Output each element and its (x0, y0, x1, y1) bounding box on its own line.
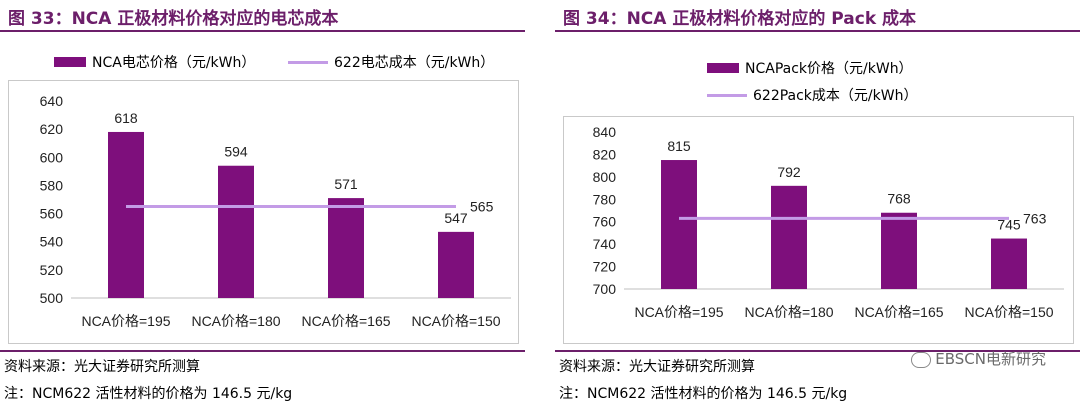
y-tick-label: 500 (40, 290, 64, 306)
watermark: EBSCN电新研究 (911, 348, 1046, 369)
line-value-label: 565 (470, 199, 494, 215)
chart-svg: 500 520 540 560 580 600 620 640 618 NCA价格=195 594 N… (40, 93, 511, 329)
bar-value-label: 618 (114, 110, 138, 126)
legend-item-bar: NCAPack价格（元/kWh） (707, 58, 913, 78)
bar-value-label: 571 (334, 176, 358, 192)
title-divider (555, 30, 1080, 32)
x-tick-label: NCA价格=195 (81, 313, 170, 329)
legend-bar-swatch (54, 57, 86, 67)
footer-divider (0, 350, 525, 352)
figure-title: 图 33：NCA 正极材料价格对应的电芯成本 (8, 9, 339, 29)
title-divider (0, 30, 525, 32)
y-tick-label: 520 (40, 262, 64, 278)
bar-value-label: 768 (887, 191, 911, 207)
y-tick-label: 780 (593, 191, 617, 207)
bar (328, 198, 364, 298)
bar (881, 212, 917, 289)
plot-area: 700 720 740 760 780 800 820 840 815 NCA价格=195 792 N… (563, 116, 1074, 344)
bar-value-label: 547 (444, 210, 468, 226)
y-tick-label: 620 (40, 121, 64, 137)
y-tick-label: 820 (593, 146, 617, 162)
y-tick-label: 740 (593, 236, 617, 252)
bar-value-label: 594 (224, 144, 248, 160)
footnote: 注：NCM622 活性材料的价格为 146.5 元/kg (4, 386, 293, 402)
source-note: 资料来源：光大证券研究所测算 (559, 359, 755, 375)
legend-line-swatch (288, 60, 328, 64)
legend-line-label: 622电芯成本（元/kWh） (334, 55, 495, 71)
y-tick-label: 720 (593, 259, 617, 275)
footer-divider (555, 350, 1080, 352)
legend: NCA电芯价格（元/kWh） 622电芯成本（元/kWh） (0, 52, 525, 76)
legend-line-label: 622Pack成本（元/kWh） (753, 88, 918, 104)
legend-bar-swatch (707, 63, 739, 73)
y-tick-label: 840 (593, 124, 617, 140)
legend-item-line: 622Pack成本（元/kWh） (707, 85, 917, 105)
bar (771, 185, 807, 289)
line-value-label: 763 (1023, 210, 1047, 226)
bar-value-label: 792 (777, 164, 801, 180)
wechat-icon (911, 351, 932, 368)
x-tick-label: NCA价格=195 (634, 304, 723, 320)
chart-panel-left: 图 33：NCA 正极材料价格对应的电芯成本 NCA电芯价格（元/kWh） 62… (0, 0, 525, 409)
bar-value-label: 815 (667, 138, 691, 154)
y-tick-label: 580 (40, 177, 64, 193)
plot-area: 500 520 540 560 580 600 620 640 618 NCA价格=195 594 N… (8, 80, 519, 344)
y-tick-label: 560 (40, 206, 64, 222)
bar (991, 238, 1027, 289)
legend-item-bar: NCA电芯价格（元/kWh） (54, 52, 255, 72)
chart-panel-right: 图 34：NCA 正极材料价格对应的 Pack 成本 NCAPack价格（元/k… (555, 0, 1080, 409)
bar (438, 231, 474, 298)
legend-item-line: 622电芯成本（元/kWh） (288, 52, 494, 72)
x-tick-label: NCA价格=165 (301, 313, 390, 329)
x-tick-label: NCA价格=150 (411, 313, 500, 329)
legend-bar-label: NCAPack价格（元/kWh） (745, 61, 913, 77)
y-tick-label: 700 (593, 281, 617, 297)
y-tick-label: 800 (593, 169, 617, 185)
x-tick-label: NCA价格=150 (964, 304, 1053, 320)
footnote: 注：NCM622 活性材料的价格为 146.5 元/kg (559, 386, 848, 402)
legend-line-swatch (707, 93, 747, 97)
x-tick-label: NCA价格=180 (191, 313, 280, 329)
bar-value-label: 745 (997, 217, 1021, 233)
watermark-label: EBSCN电新研究 (935, 350, 1046, 368)
bar (661, 160, 697, 289)
x-tick-label: NCA价格=180 (744, 304, 833, 320)
legend-bar-label: NCA电芯价格（元/kWh） (92, 55, 256, 71)
figure-title: 图 34：NCA 正极材料价格对应的 Pack 成本 (563, 9, 917, 29)
source-note: 资料来源：光大证券研究所测算 (4, 359, 200, 375)
x-tick-label: NCA价格=165 (854, 304, 943, 320)
y-tick-label: 540 (40, 234, 64, 250)
y-tick-label: 760 (593, 214, 617, 230)
legend: NCAPack价格（元/kWh） 622Pack成本（元/kWh） (555, 58, 1080, 108)
bar (218, 165, 254, 298)
chart-svg: 700 720 740 760 780 800 820 840 815 NCA价格=195 792 N… (593, 124, 1064, 320)
bar (108, 131, 144, 298)
y-tick-label: 640 (40, 93, 64, 109)
y-tick-label: 600 (40, 149, 64, 165)
